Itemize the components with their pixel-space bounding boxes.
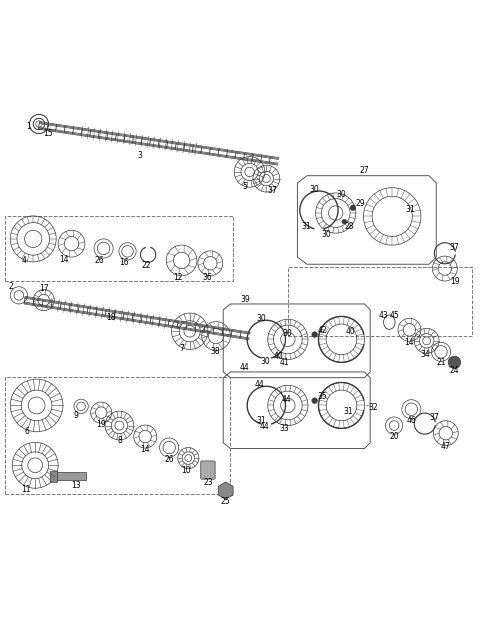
Text: 4: 4 bbox=[21, 257, 26, 265]
Text: 14: 14 bbox=[60, 255, 69, 264]
Text: 8: 8 bbox=[117, 437, 122, 445]
FancyBboxPatch shape bbox=[201, 461, 215, 479]
FancyBboxPatch shape bbox=[54, 472, 86, 480]
Text: 13: 13 bbox=[72, 481, 81, 490]
Text: 6: 6 bbox=[24, 427, 29, 437]
Text: 38: 38 bbox=[210, 347, 220, 357]
Text: 24: 24 bbox=[450, 367, 459, 376]
Text: 40: 40 bbox=[345, 327, 355, 337]
Text: 32: 32 bbox=[368, 403, 378, 413]
Text: 39: 39 bbox=[240, 294, 250, 304]
Text: 45: 45 bbox=[389, 311, 399, 320]
Text: 44: 44 bbox=[240, 363, 250, 372]
Text: 37: 37 bbox=[450, 243, 459, 252]
Text: 10: 10 bbox=[181, 465, 191, 474]
Text: 14: 14 bbox=[405, 338, 414, 347]
Text: 44: 44 bbox=[260, 423, 270, 431]
Text: 20: 20 bbox=[389, 431, 399, 440]
Text: 30: 30 bbox=[309, 184, 319, 194]
Text: 31: 31 bbox=[301, 223, 311, 231]
Text: 35: 35 bbox=[317, 392, 327, 401]
Text: 23: 23 bbox=[203, 479, 213, 487]
Text: 41: 41 bbox=[279, 358, 289, 367]
Text: 28: 28 bbox=[344, 223, 354, 231]
Text: 19: 19 bbox=[451, 277, 460, 286]
Text: 31: 31 bbox=[256, 416, 266, 425]
Text: 30: 30 bbox=[336, 191, 347, 199]
Text: 44: 44 bbox=[254, 380, 264, 389]
Text: 30: 30 bbox=[321, 230, 331, 238]
Text: 1: 1 bbox=[26, 123, 31, 131]
Text: 16: 16 bbox=[119, 259, 129, 267]
Text: 27: 27 bbox=[360, 167, 369, 175]
Text: 37: 37 bbox=[268, 186, 277, 194]
Text: 31: 31 bbox=[343, 407, 353, 416]
Text: 9: 9 bbox=[74, 411, 79, 420]
Text: 36: 36 bbox=[203, 273, 212, 282]
Text: 22: 22 bbox=[142, 260, 151, 270]
Text: 47: 47 bbox=[441, 442, 451, 451]
Circle shape bbox=[350, 205, 356, 211]
Text: 5: 5 bbox=[242, 182, 247, 191]
Text: 30: 30 bbox=[282, 329, 292, 338]
Circle shape bbox=[312, 398, 318, 404]
Text: 26: 26 bbox=[164, 455, 174, 464]
Text: 3: 3 bbox=[137, 150, 142, 160]
Text: 26: 26 bbox=[95, 256, 104, 265]
Text: 19: 19 bbox=[96, 420, 106, 429]
FancyBboxPatch shape bbox=[50, 471, 57, 482]
Text: 12: 12 bbox=[173, 272, 182, 282]
Text: 46: 46 bbox=[407, 416, 416, 425]
Text: 17: 17 bbox=[39, 284, 48, 293]
Text: 43: 43 bbox=[379, 311, 388, 320]
Text: 44: 44 bbox=[282, 395, 292, 404]
Text: 34: 34 bbox=[421, 350, 431, 359]
Text: 33: 33 bbox=[279, 424, 289, 433]
Circle shape bbox=[448, 356, 461, 369]
Text: 30: 30 bbox=[260, 357, 270, 366]
Text: 29: 29 bbox=[356, 199, 365, 208]
Circle shape bbox=[312, 331, 318, 338]
Text: 18: 18 bbox=[106, 313, 116, 322]
Text: 40: 40 bbox=[274, 352, 283, 360]
Text: 31: 31 bbox=[405, 204, 415, 214]
Text: 42: 42 bbox=[317, 326, 327, 335]
Text: 7: 7 bbox=[179, 343, 184, 352]
Text: 15: 15 bbox=[43, 129, 52, 138]
Text: 2: 2 bbox=[9, 282, 13, 291]
Text: 21: 21 bbox=[436, 358, 446, 367]
Text: 30: 30 bbox=[257, 314, 266, 323]
Text: 25: 25 bbox=[221, 497, 230, 506]
Text: 11: 11 bbox=[21, 485, 30, 494]
Text: 14: 14 bbox=[141, 445, 150, 454]
Text: 37: 37 bbox=[430, 413, 439, 423]
Circle shape bbox=[342, 220, 347, 224]
